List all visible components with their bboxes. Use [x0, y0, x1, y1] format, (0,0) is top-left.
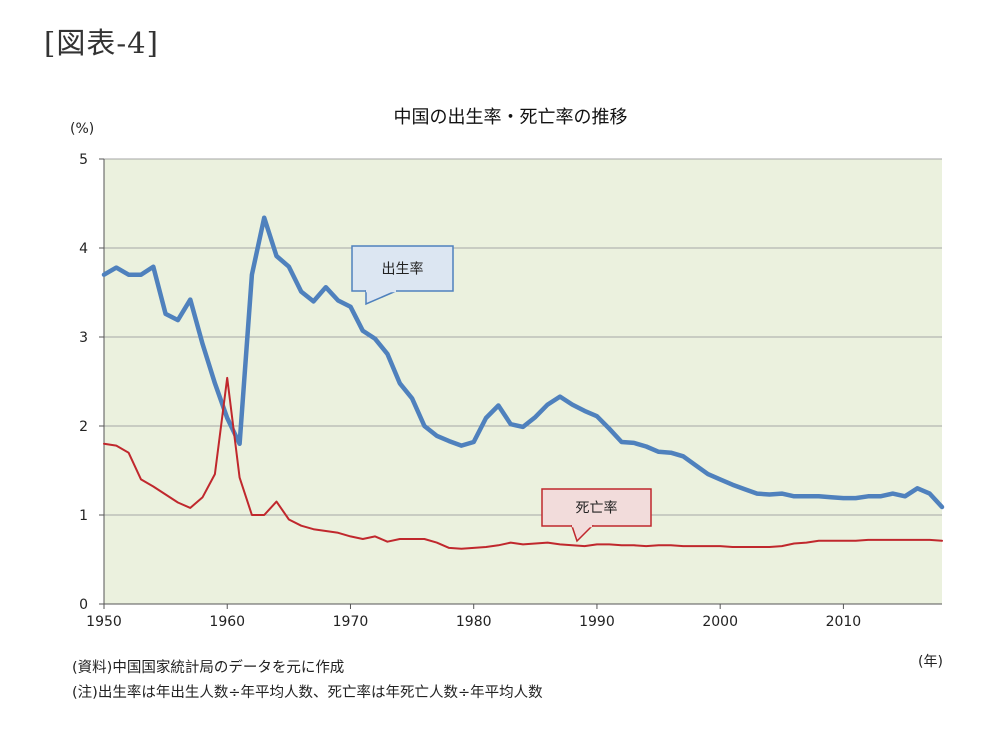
- x-tick-label-1960: 1960: [209, 614, 245, 630]
- plot-area: [104, 159, 942, 604]
- y-tick-label-1: 1: [79, 508, 88, 524]
- callout-label-death-rate: 死亡率: [576, 500, 618, 517]
- series-line-birth-rate: [101, 215, 945, 510]
- x-axis-unit: (年): [918, 654, 943, 670]
- chart-title: 中国の出生率・死亡率の推移: [393, 107, 628, 128]
- x-axis-ticks: 1950 1960 1970 1980 1990 2000 2010: [86, 604, 861, 630]
- x-tick-label-1970: 1970: [333, 614, 369, 630]
- callout-box-birth-rate: [351, 245, 454, 292]
- source-note: (資料)中国国家統計局のデータを元に作成: [72, 660, 345, 676]
- y-tick-label-0: 0: [79, 597, 88, 613]
- x-tick-label-2010: 2010: [826, 614, 862, 630]
- x-tick-label-1980: 1980: [456, 614, 492, 630]
- callout-death-rate: 死亡率: [541, 488, 652, 543]
- y-tick-label-4: 4: [79, 241, 88, 257]
- figure-label: [図表-4]: [44, 26, 159, 60]
- series-line-death-rate: [103, 376, 943, 550]
- y-tick-label-2: 2: [79, 419, 88, 435]
- y-axis-unit: (%): [70, 121, 95, 137]
- definition-note: (注)出生率は年出生人数÷年平均人数、死亡率は年死亡人数÷年平均人数: [72, 685, 543, 701]
- y-tick-label-3: 3: [79, 330, 88, 346]
- callout-birth-rate: 出生率: [351, 245, 454, 306]
- callout-label-birth-rate: 出生率: [382, 261, 424, 278]
- x-tick-label-1990: 1990: [579, 614, 615, 630]
- grid-lines: [104, 158, 942, 516]
- x-tick-label-2000: 2000: [702, 614, 738, 630]
- y-tick-label-5: 5: [79, 152, 88, 168]
- callout-box-death-rate: [541, 488, 652, 527]
- series-group: [101, 215, 945, 550]
- x-tick-label-1950: 1950: [86, 614, 122, 630]
- y-axis-ticks: 0 1 2 3 4 5: [79, 152, 104, 613]
